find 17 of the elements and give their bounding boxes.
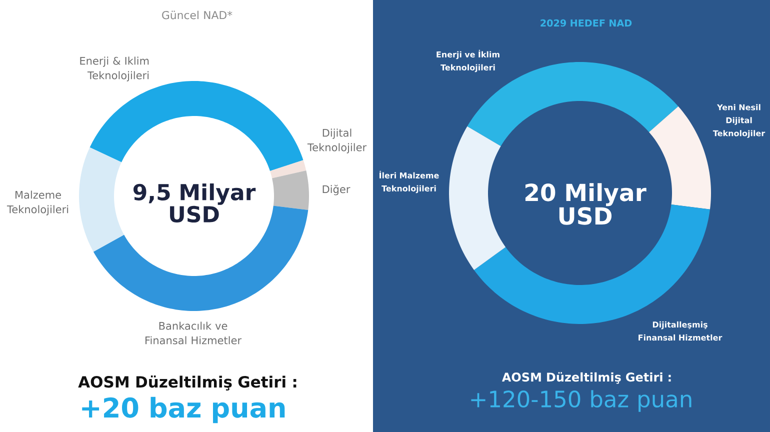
- text: AOSM Düzeltilmiş Getiri :: [78, 375, 296, 391]
- text: +20 baz puan: [82, 396, 285, 424]
- slice-label: İleri Malzeme Teknolojileri: [380, 170, 439, 194]
- chart-title: 2029 HEDEF NAD: [540, 19, 632, 27]
- chart-title: Güncel NAD*: [162, 10, 232, 20]
- slice-label: Dijitalleşmiş Finansal Hizmetler: [638, 321, 722, 341]
- slice-label: Malzeme Teknolojileri: [6, 190, 68, 216]
- text: 9,5 Milyar USD: [133, 183, 256, 223]
- text: AOSM Düzeltilmiş Getiri :: [502, 372, 671, 384]
- slice-label: Dijital Teknolojiler: [307, 128, 367, 154]
- slice-label: Yeni Nesil Dijital Teknolojiler: [712, 104, 766, 138]
- text: +120-150 baz puan: [471, 390, 692, 412]
- slice-label: Diğer: [322, 184, 350, 196]
- text: 20 Milyar USD: [525, 183, 646, 225]
- slice-label: Enerji & Iklim Teknolojileri: [80, 56, 149, 82]
- slice-label: Bankacılık ve Finansal Hizmetler: [146, 322, 242, 344]
- slice-label: Enerji ve İklim Teknolojileri: [436, 50, 500, 72]
